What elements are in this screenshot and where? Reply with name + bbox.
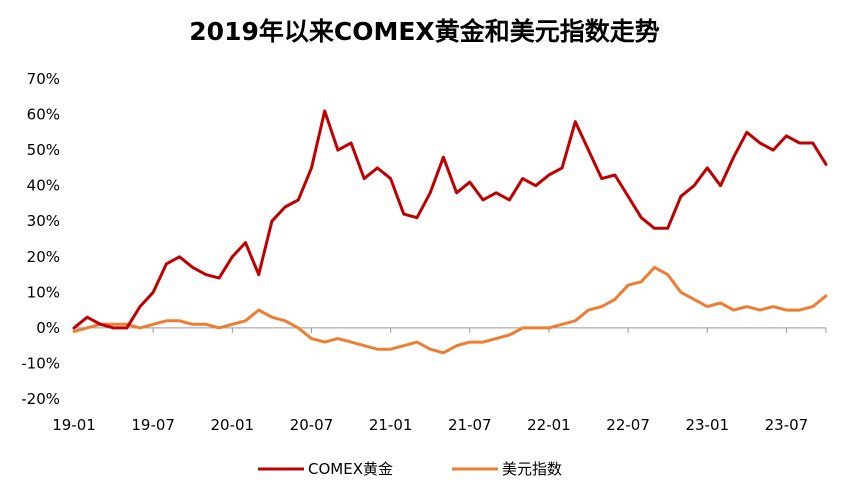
y-tick-label: 30% <box>27 212 60 230</box>
x-tick-label: 22-07 <box>606 416 650 434</box>
x-tick-label: 20-01 <box>211 416 255 434</box>
x-tick-label: 21-01 <box>369 416 413 434</box>
y-tick-label: 50% <box>27 141 60 159</box>
x-tick-label: 19-07 <box>131 416 175 434</box>
x-axis-ticks <box>73 327 827 333</box>
y-tick-label: -20% <box>21 390 60 408</box>
x-tick-label: 21-07 <box>448 416 492 434</box>
y-tick-label: 0% <box>36 319 60 337</box>
x-tick-label: 23-07 <box>765 416 809 434</box>
legend-label-0: COMEX黄金 <box>308 460 393 478</box>
x-tick-label: 23-01 <box>685 416 729 434</box>
legend: COMEX黄金 美元指数 <box>258 460 562 478</box>
y-tick-label: 20% <box>27 248 60 266</box>
y-tick-label: 70% <box>27 70 60 88</box>
y-tick-label: 10% <box>27 283 60 301</box>
y-tick-label: 60% <box>27 106 60 124</box>
series-line-0 <box>72 109 828 330</box>
x-tick-label: 20-07 <box>290 416 334 434</box>
legend-label-1: 美元指数 <box>502 460 562 478</box>
chart-title: 2019年以来COMEX黄金和美元指数走势 <box>189 17 660 46</box>
x-tick-label: 22-01 <box>527 416 571 434</box>
y-tick-label: -10% <box>21 354 60 372</box>
x-axis-labels: 19-01 19-07 20-01 20-07 21-01 21-07 22-01 22-07… <box>52 416 808 434</box>
y-axis-labels: 70% 60% 50% 40% 30% 20% 10% 0% -10% -20% <box>21 70 60 408</box>
x-tick-label: 19-01 <box>52 416 96 434</box>
series-lines <box>72 109 828 355</box>
y-tick-label: 40% <box>27 177 60 195</box>
series-line-1 <box>72 265 828 355</box>
